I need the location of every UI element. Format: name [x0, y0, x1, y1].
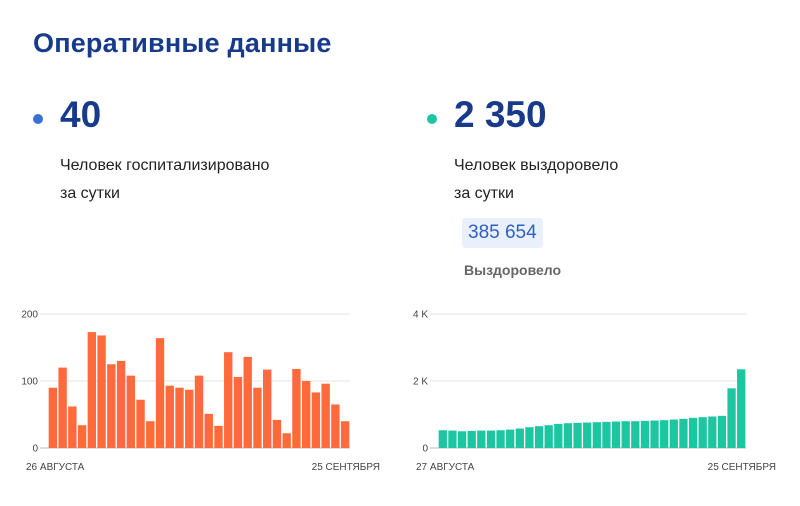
recovered-bar: [640, 420, 650, 448]
recovered-y-tick-label: 0: [422, 444, 428, 455]
hospitalized-y-tick-label: 100: [21, 377, 38, 388]
recovered-description: Человек выздоровело за сутки: [454, 152, 714, 208]
recovered-total-label: Выздоровело: [464, 262, 562, 278]
hospitalized-bar: [331, 404, 340, 448]
recovered-bar: [708, 416, 717, 448]
hospitalized-dot-icon: [33, 114, 43, 124]
hospitalized-bar: [224, 352, 233, 448]
recovered-bar: [660, 420, 669, 448]
hospitalized-y-tick-label: 200: [21, 310, 38, 321]
recovered-bar: [602, 421, 611, 448]
recovered-bar: [679, 418, 688, 448]
hospitalized-bar: [155, 338, 165, 448]
hospitalized-bar: [116, 360, 126, 448]
recovered-bar: [669, 419, 678, 448]
hospitalized-bar: [97, 335, 106, 448]
hospitalized-line2: за сутки: [60, 185, 120, 202]
recovered-bar: [631, 421, 640, 448]
hospitalized-bar: [272, 419, 282, 448]
recovered-bar: [592, 422, 601, 448]
hospitalized-bar: [185, 389, 194, 448]
recovered-y-tick-label: 2 K: [413, 377, 428, 388]
recovered-value: 2 350: [454, 94, 547, 135]
recovered-bar: [506, 429, 515, 448]
hospitalized-description: Человек госпитализировано за сутки: [60, 152, 320, 208]
recovered-dot-icon: [427, 114, 437, 124]
hospitalized-bar: [175, 387, 184, 448]
recovered-line2: за сутки: [454, 185, 514, 202]
recovered-bar: [534, 426, 544, 448]
recovered-bar: [583, 422, 592, 448]
recovered-line1: Человек выздоровело: [454, 157, 619, 174]
recovered-bar: [467, 430, 476, 448]
hospitalized-bar: [48, 387, 58, 448]
recovered-bar: [688, 417, 698, 448]
recovered-bar: [611, 421, 621, 448]
hospitalized-bar: [68, 406, 77, 448]
hospitalized-bar: [253, 387, 262, 448]
hospitalized-bar: [214, 425, 223, 448]
hospitalized-y-tick-label: 0: [32, 444, 38, 455]
hospitalized-bar: [243, 356, 252, 448]
recovered-bar: [554, 423, 563, 448]
recovered-bar: [544, 425, 553, 448]
recovered-bar: [515, 428, 524, 448]
recovered-bar: [737, 369, 746, 448]
hospitalized-bar: [292, 368, 301, 448]
hospitalized-bar-chart: 0 100 200 26 АВГУСТА 25 СЕНТЯБРЯ: [21, 310, 380, 474]
recovered-bar: [573, 422, 582, 448]
hospitalized-bar: [263, 369, 272, 448]
hospitalized-bar: [204, 413, 213, 448]
recovered-bar: [438, 430, 447, 448]
hospitalized-line1: Человек госпитализировано: [60, 157, 270, 174]
recovered-bar: [650, 420, 659, 448]
hospitalized-bar: [340, 421, 350, 448]
hospitalized-bar: [77, 425, 87, 448]
hospitalized-bar: [321, 383, 330, 448]
hospitalized-value: 40: [60, 94, 102, 135]
hospitalized-bar: [58, 367, 67, 448]
recovered-bar: [727, 388, 736, 448]
recovered-x-start-label: 27 АВГУСТА: [416, 462, 475, 473]
recovered-x-end-label: 25 СЕНТЯБРЯ: [708, 462, 776, 473]
hospitalized-bar: [136, 399, 145, 448]
recovered-bar: [621, 421, 630, 448]
recovered-bar: [448, 430, 457, 448]
hospitalized-bar: [107, 364, 116, 448]
hospitalized-bar: [233, 376, 243, 448]
recovered-bar: [717, 415, 727, 448]
recovered-bar: [486, 430, 496, 448]
recovered-total-badge: 385 654: [462, 218, 543, 248]
hospitalized-bar: [165, 385, 174, 448]
hospitalized-bar: [87, 332, 97, 448]
hospitalized-bar: [126, 375, 135, 448]
hospitalized-x-start-label: 26 АВГУСТА: [26, 462, 85, 473]
hospitalized-x-end-label: 25 СЕНТЯБРЯ: [312, 462, 380, 473]
recovered-bar: [525, 427, 534, 448]
recovered-bar: [698, 417, 707, 448]
recovered-bar: [496, 430, 505, 448]
hospitalized-bar: [282, 433, 291, 448]
hospitalized-bar: [194, 375, 204, 448]
hospitalized-bar: [301, 381, 311, 448]
page-title: Оперативные данные: [33, 28, 332, 58]
recovered-bar-chart: 0 2 K 4 K 27 АВГУСТА 25 СЕНТЯБРЯ: [413, 310, 776, 474]
recovered-bar: [477, 430, 486, 448]
recovered-bar: [563, 423, 573, 448]
recovered-bar: [457, 431, 467, 448]
hospitalized-bar: [311, 392, 321, 448]
hospitalized-bar: [146, 421, 155, 448]
recovered-y-tick-label: 4 K: [413, 310, 428, 321]
